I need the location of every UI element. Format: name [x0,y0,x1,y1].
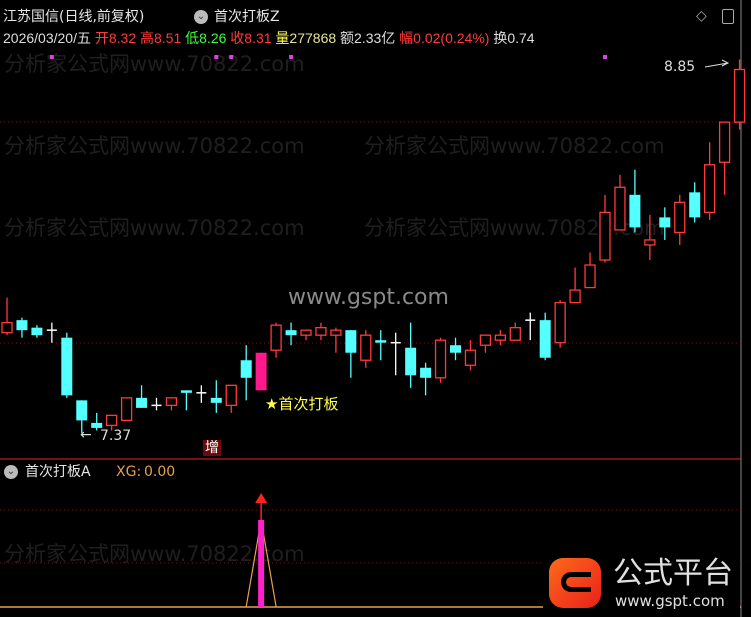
panel-toggle-icon[interactable] [722,9,734,24]
turnover-label: 换 [493,30,508,46]
high-price-label: 8.85 [664,59,696,75]
date: 2026/03/20/五 [3,30,91,46]
high-label: 高 [140,30,154,46]
candle-body-up [599,211,611,261]
logo-url: www.gspt.com [615,592,725,610]
marker-dot [214,55,219,59]
candle-body-down [420,367,432,378]
candle-body-up [270,324,282,351]
chevron-down-icon[interactable]: ⌄ [194,10,208,24]
candle-body-up [315,327,327,336]
change-value: 0.02(0.24%) [413,30,490,46]
diamond-icon[interactable]: ◇ [696,8,707,24]
gspt-logo: 公式平台 www.gspt.com [543,552,740,614]
volume-value: 277868 [289,30,337,46]
turnover-value: 0.74 [507,30,535,46]
marker-dot [289,55,294,59]
candle-body-up [1,322,13,334]
candle-body-down [16,320,28,331]
g-logo-icon [549,558,601,608]
low-price-label: 7.37 [100,428,132,444]
candle-body-up [434,339,447,379]
close-value: 8.31 [244,30,272,46]
candle-body-up [494,334,507,341]
volume-label: 量 [275,30,290,46]
candle-body-down [76,400,88,421]
candle-body-up [718,121,731,163]
candle-body-up [300,329,312,336]
watermark: 分析家公式网www.70822.com [4,216,305,240]
candle-body-down [210,397,222,403]
indicator-name[interactable]: 首次打板A [25,464,91,480]
candle-body-up [569,289,581,304]
marker-dot [603,55,607,59]
watermark: 分析家公式网www.70822.com [4,134,305,158]
candle-body-up [509,327,521,341]
candle-body-down [136,397,148,408]
candle-body-down [31,327,43,336]
candle-body-down [405,347,417,376]
low-value: 8.26 [199,30,227,46]
indicator-bar [258,520,265,607]
stock-title: 江苏国信(日线,前复权) [3,9,145,25]
xg-label: XG: [116,464,142,480]
candle-body-up [225,384,237,407]
candle-body-down [659,217,671,228]
candle-body-up [614,186,626,231]
candle-body-down [629,194,641,228]
candle-body-up [644,239,656,246]
candle-body-up [733,68,746,123]
candle-body-down [345,330,357,353]
arrow-right-icon [704,59,730,68]
watermark: 分析家公式网www.70822.com [4,52,305,76]
change-label: 幅 [399,30,414,46]
close-label: 收 [230,30,245,46]
candle-body-up [464,349,477,366]
xg-value: 0.00 [144,464,176,480]
candle-body-down [180,390,192,393]
amount-label: 额 [340,30,355,46]
candle-body-up [165,397,178,407]
candle-body-up [120,397,133,422]
candle-body-down [450,345,461,353]
candle-body-up [479,334,492,346]
low-label: 低 [185,30,200,46]
chevron-down-icon[interactable]: ⌄ [4,465,18,479]
candle-body-down [91,422,103,428]
high-value: 8.51 [154,30,182,46]
candle-body-down [240,360,252,378]
arrow-left-icon: ← [80,427,92,443]
candle-body-down [539,320,551,358]
quote-bar: 2026/03/20/五 开8.32 高8.51 低8.26 收8.31 量27… [3,30,535,46]
signal-arrow-icon [255,493,268,503]
watermark: 分析家公式网www.70822.com [364,134,665,158]
open-value: 8.32 [108,30,137,46]
open-label: 开 [94,30,109,46]
zeng-badge: 增 [203,440,221,456]
candle-body-up [674,201,686,234]
candle-body-up [330,329,342,336]
candle-body-down [375,340,387,343]
candle-body-up [106,414,118,427]
signal-label: ★首次打板 [265,395,339,413]
candle-body-up [554,301,566,344]
marker-dot [229,55,234,59]
candle-body-down [61,337,73,396]
candle-body-up [360,334,372,361]
logo-text: 公式平台 [613,556,733,591]
center-watermark: www.gspt.com [288,285,449,310]
amount-value: 2.33亿 [354,30,396,46]
candle-body-up [704,164,716,214]
candle-body-down [285,330,297,336]
candle-body-limit-up [255,352,267,391]
candle-body-down [689,192,701,218]
candle-body-up [584,264,596,289]
marker-dot [49,55,54,59]
formula-name[interactable]: 首次打板Z [214,9,280,25]
